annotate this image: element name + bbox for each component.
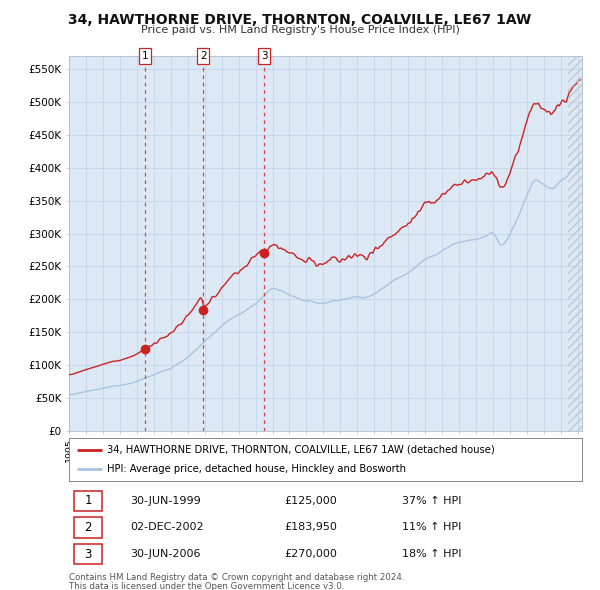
Text: 34, HAWTHORNE DRIVE, THORNTON, COALVILLE, LE67 1AW (detached house): 34, HAWTHORNE DRIVE, THORNTON, COALVILLE… [107,445,495,455]
Bar [568,37,582,431]
Text: 3: 3 [261,51,268,61]
Text: 37% ↑ HPI: 37% ↑ HPI [403,496,462,506]
FancyBboxPatch shape [74,491,103,511]
Text: 1: 1 [142,51,149,61]
Text: Contains HM Land Registry data © Crown copyright and database right 2024.: Contains HM Land Registry data © Crown c… [69,573,404,582]
Text: 18% ↑ HPI: 18% ↑ HPI [403,549,462,559]
Text: HPI: Average price, detached house, Hinckley and Bosworth: HPI: Average price, detached house, Hinc… [107,464,406,474]
Text: 30-JUN-1999: 30-JUN-1999 [131,496,202,506]
Text: 30-JUN-2006: 30-JUN-2006 [131,549,201,559]
Text: 2: 2 [85,521,92,534]
FancyBboxPatch shape [74,544,103,564]
Text: 3: 3 [85,548,92,560]
Text: 2: 2 [200,51,206,61]
FancyBboxPatch shape [74,517,103,537]
Text: £270,000: £270,000 [284,549,337,559]
Text: £125,000: £125,000 [284,496,337,506]
Text: This data is licensed under the Open Government Licence v3.0.: This data is licensed under the Open Gov… [69,582,344,590]
Text: Price paid vs. HM Land Registry's House Price Index (HPI): Price paid vs. HM Land Registry's House … [140,25,460,35]
Text: £183,950: £183,950 [284,523,337,532]
Text: 34, HAWTHORNE DRIVE, THORNTON, COALVILLE, LE67 1AW: 34, HAWTHORNE DRIVE, THORNTON, COALVILLE… [68,13,532,27]
Text: 02-DEC-2002: 02-DEC-2002 [131,523,204,532]
Text: 11% ↑ HPI: 11% ↑ HPI [403,523,462,532]
Text: 1: 1 [85,494,92,507]
